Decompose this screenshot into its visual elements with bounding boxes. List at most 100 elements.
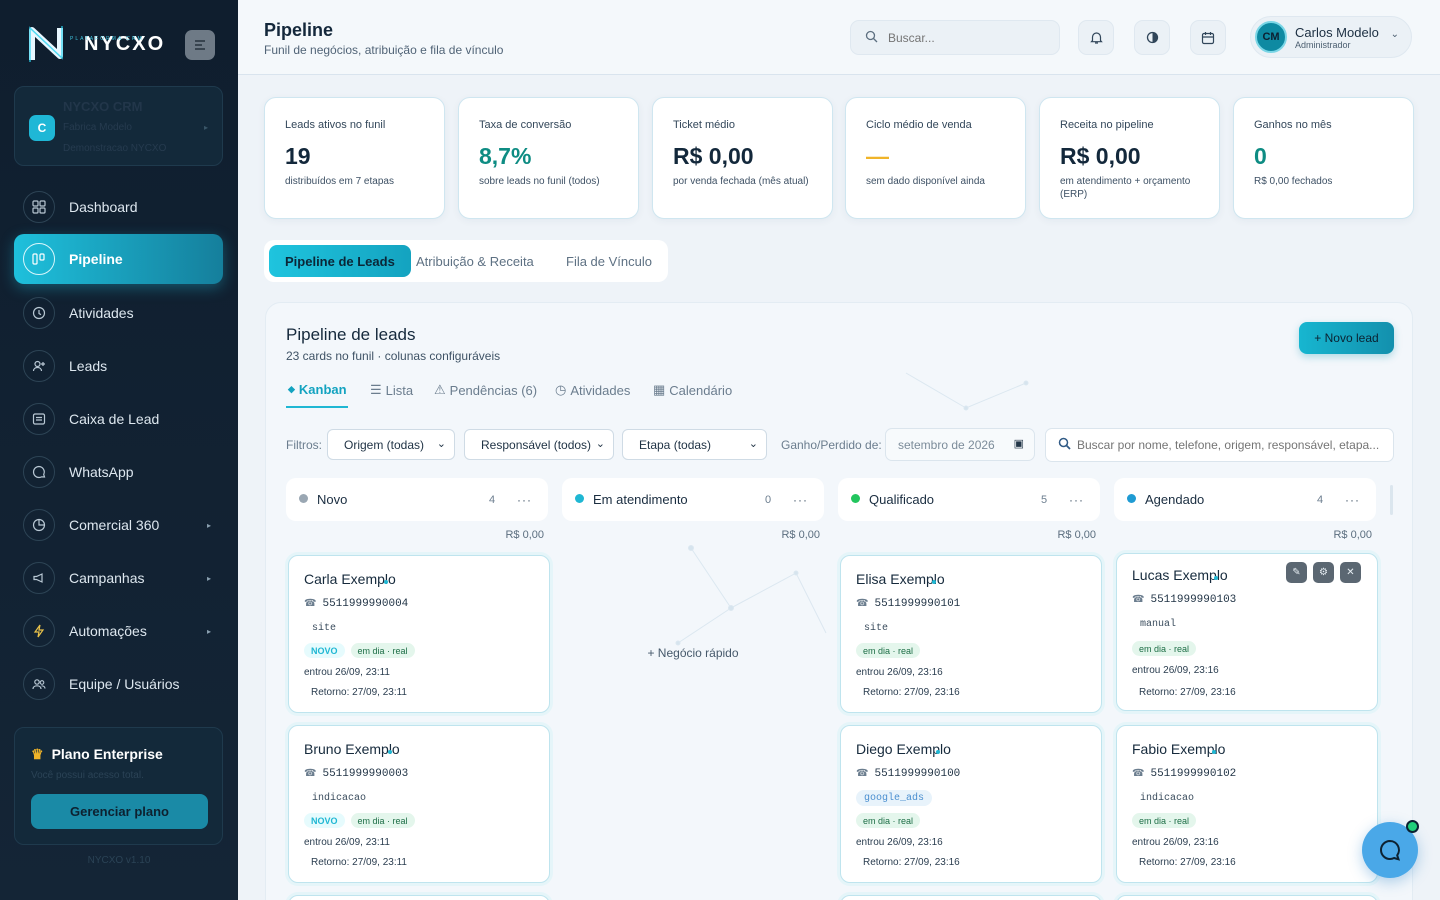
kpi-receita-pipeline: Receita no pipeline R$ 0,00 em atendimen…	[1039, 97, 1220, 219]
chat-bubble-icon	[1380, 839, 1401, 861]
sidebar-item-atividades[interactable]: Atividades	[14, 288, 223, 338]
lead-card[interactable]: Lucas Exemplo ✎ ⚙ ✕ ☎ 5511999990103 manua…	[1116, 553, 1378, 711]
search-input[interactable]	[888, 30, 1038, 45]
logo[interactable]: NYCXO	[24, 22, 165, 66]
lead-card-partial[interactable]	[1116, 895, 1378, 900]
user-menu[interactable]: CM Carlos Modelo Administrador ⌄	[1250, 16, 1412, 58]
more-options-icon[interactable]: ···	[1069, 492, 1084, 507]
filter-origem-value: Origem (todas)	[344, 437, 425, 452]
plan-card: ♛ Plano Enterprise Você possui acesso tot…	[14, 727, 223, 845]
month-picker[interactable]: setembro de 2026 ▣	[885, 428, 1035, 461]
new-lead-button[interactable]: + Novo lead	[1299, 322, 1394, 354]
sidebar-item-pipeline[interactable]: Pipeline	[14, 234, 223, 284]
entered-at: entrou 26/09, 23:11	[304, 837, 390, 848]
manage-plan-button[interactable]: Gerenciar plano	[31, 794, 208, 829]
board-title: Pipeline de leads	[286, 325, 416, 344]
kpi-caption: em atendimento + orçamento (ERP)	[1060, 176, 1191, 200]
lead-phone: ☎ 5511999990100	[856, 768, 960, 780]
search-icon	[865, 30, 878, 46]
next-column-edge	[1390, 485, 1393, 515]
kpi-label: Ciclo médio de venda	[866, 119, 972, 131]
collapse-sidebar-button[interactable]	[185, 30, 215, 60]
lead-card-partial[interactable]	[840, 895, 1102, 900]
column-total: R$ 0,00	[781, 529, 820, 541]
bell-icon	[1089, 32, 1103, 44]
warning-icon: ⚠	[434, 382, 446, 397]
chevron-right-icon: ▸	[206, 520, 211, 530]
sidebar-item-label: Dashboard	[69, 199, 138, 215]
lead-card[interactable]: Elisa Exemplo ☎ 5511999990101 site em dia…	[840, 555, 1102, 713]
kpi-value: 0	[1254, 143, 1267, 169]
chevron-right-icon: ▸	[206, 626, 211, 636]
theme-toggle-button[interactable]	[1134, 20, 1170, 55]
tab-pipeline-de-leads[interactable]: Pipeline de Leads	[269, 245, 411, 277]
view-tab-pendencias[interactable]: ⚠ Pendências (6)	[434, 382, 537, 398]
column-header-novo[interactable]: Novo 4 ···	[286, 478, 548, 521]
lead-card[interactable]: Fabio Exemplo ☎ 5511999990102 indicacao e…	[1116, 725, 1378, 883]
quick-deal-button[interactable]: + Negócio rápido	[647, 646, 739, 660]
org-name: NYCXO CRM	[63, 99, 143, 114]
sidebar-item-campanhas[interactable]: Campanhas ▸	[14, 553, 223, 603]
return-at: Retorno: 27/09, 23:16	[1132, 683, 1243, 701]
global-search[interactable]	[850, 20, 1060, 55]
kpi-label: Receita no pipeline	[1060, 119, 1154, 131]
lead-card[interactable]: Bruno Exemplo ☎ 5511999990003 indicacao N…	[288, 725, 550, 883]
filter-responsavel-select[interactable]: Responsável (todos) ⌄	[464, 429, 614, 460]
lead-card[interactable]: Diego Exemplo ☎ 5511999990100 google_ads …	[840, 725, 1102, 883]
edit-icon[interactable]: ✎	[1286, 562, 1307, 583]
view-tab-atividades[interactable]: ◷ Atividades	[555, 382, 630, 398]
phone-icon: ☎	[856, 768, 869, 779]
active-view-indicator	[286, 406, 348, 408]
column-header-agendado[interactable]: Agendado 4 ···	[1114, 478, 1376, 521]
kpi-label: Ticket médio	[673, 119, 735, 131]
sidebar-item-leads[interactable]: Leads	[14, 341, 223, 391]
sidebar-item-caixa-de-lead[interactable]: Caixa de Lead	[14, 394, 223, 444]
kpi-value: 19	[285, 143, 311, 169]
lead-card[interactable]: Carla Exemplo ☎ 5511999990004 site NOVO em…	[288, 555, 550, 713]
lead-phone: ☎ 5511999990103	[1132, 594, 1236, 606]
calendar-button[interactable]	[1190, 20, 1226, 55]
more-options-icon[interactable]: ···	[793, 492, 808, 507]
phone-icon: ☎	[1132, 594, 1145, 605]
settings-icon[interactable]: ⚙	[1313, 562, 1334, 583]
phone-number: 5511999990100	[874, 768, 961, 780]
column-name: Qualificado	[869, 492, 935, 507]
notifications-button[interactable]	[1078, 20, 1114, 55]
column-header-qualificado[interactable]: Qualificado 5 ···	[838, 478, 1100, 521]
sidebar-item-automacoes[interactable]: Automações ▸	[14, 606, 223, 656]
board-search[interactable]	[1045, 428, 1394, 462]
status-dot	[299, 494, 308, 503]
kpi-label: Leads ativos no funil	[285, 119, 386, 131]
more-options-icon[interactable]: ···	[1345, 492, 1360, 507]
chevron-right-icon: ▸	[206, 573, 211, 583]
view-tab-calendario[interactable]: ▦ Calendário	[653, 382, 732, 398]
lead-card-partial[interactable]	[288, 895, 550, 900]
sidebar-item-comercial-360[interactable]: Comercial 360 ▸	[14, 500, 223, 550]
kpi-ciclo-medio: Ciclo médio de venda — sem dado disponív…	[845, 97, 1026, 219]
lead-name: Lucas Exemplo	[1132, 567, 1228, 583]
online-indicator	[1406, 820, 1419, 833]
close-icon[interactable]: ✕	[1340, 562, 1361, 583]
tab-atribuicao-receita[interactable]: Atribuição & Receita	[416, 253, 534, 269]
sidebar-item-equipe-usuarios[interactable]: Equipe / Usuários	[14, 659, 223, 709]
pipeline-board: Pipeline de leads 23 cards no funil · co…	[265, 302, 1413, 900]
phone-number: 5511999990103	[1150, 594, 1237, 606]
lead-name: Bruno Exemplo	[304, 741, 400, 757]
sidebar-item-dashboard[interactable]: Dashboard	[14, 182, 223, 232]
filter-origem-select[interactable]: Origem (todas) ⌄	[327, 429, 455, 460]
status-dot	[1127, 494, 1136, 503]
column-header-em-atendimento[interactable]: Em atendimento 0 ···	[562, 478, 824, 521]
column-count: 0	[765, 493, 772, 506]
sidebar-item-whatsapp[interactable]: WhatsApp	[14, 447, 223, 497]
view-tab-lista[interactable]: ☰ Lista	[370, 382, 413, 398]
phone-icon: ☎	[856, 598, 869, 609]
tab-fila-de-vinculo[interactable]: Fila de Vínculo	[566, 253, 652, 269]
organization-switcher[interactable]: C NYCXO CRM Fabrica Modelo Demonstracao …	[14, 86, 223, 166]
board-search-input[interactable]	[1077, 438, 1387, 452]
more-options-icon[interactable]: ···	[517, 492, 532, 507]
user-role: Administrador	[1295, 40, 1351, 50]
logo-text: NYCXO	[84, 32, 166, 55]
view-tab-kanban[interactable]: ◆ Kanban	[288, 382, 347, 397]
kpi-caption: distribuídos em 7 etapas	[285, 176, 394, 187]
filter-etapa-select[interactable]: Etapa (todas) ⌄	[622, 429, 767, 460]
